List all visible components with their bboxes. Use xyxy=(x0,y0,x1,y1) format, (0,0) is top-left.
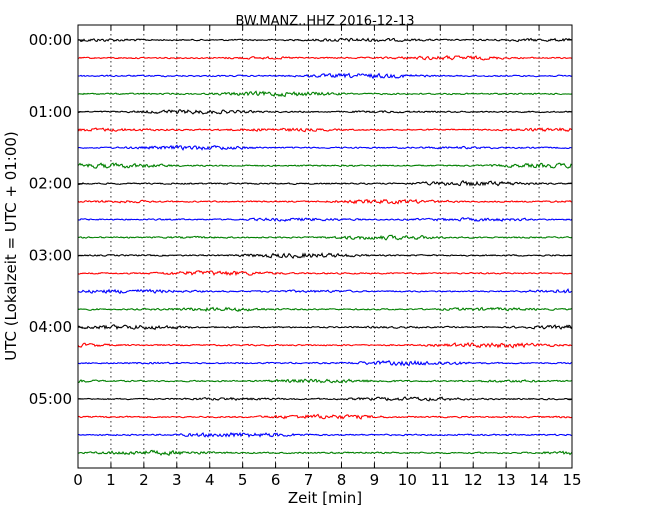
seismogram-trace xyxy=(77,37,573,43)
seismogram-trace xyxy=(77,72,573,80)
seismogram-trace xyxy=(77,252,573,259)
x-tick-label: 6 xyxy=(271,471,281,489)
seismogram-trace xyxy=(77,396,573,402)
y-tick-label: 03:00 xyxy=(29,246,72,264)
seismogram-trace xyxy=(77,108,573,115)
seismogram-trace xyxy=(77,127,573,133)
x-tick-label: 12 xyxy=(464,471,483,489)
chart-title: BW.MANZ..HHZ 2016-12-13 xyxy=(235,14,414,29)
seismogram-trace xyxy=(77,90,573,98)
x-tick-label: 4 xyxy=(205,471,215,489)
seismogram-trace xyxy=(77,378,573,384)
seismogram-trace xyxy=(77,234,573,241)
y-tick-label: 05:00 xyxy=(29,390,72,408)
seismogram-trace xyxy=(77,55,573,61)
grid-layer xyxy=(110,25,540,468)
y-axis-label: UTC (Lokalzeit = UTC + 01:00) xyxy=(2,131,20,361)
seismogram-trace xyxy=(77,216,573,222)
seismogram-trace xyxy=(77,198,573,205)
x-tick-label: 0 xyxy=(73,471,83,489)
seismogram-trace xyxy=(77,413,573,420)
seismogram-trace xyxy=(77,359,573,367)
seismogram-trace xyxy=(77,324,573,331)
x-tick-label: 11 xyxy=(431,471,450,489)
x-tick-label: 15 xyxy=(562,471,581,489)
x-axis-label: Zeit [min] xyxy=(288,489,362,507)
seismogram-trace xyxy=(77,144,573,151)
seismogram-trace xyxy=(77,342,573,349)
y-axis: 00:00 01:00 02:00 03:00 04:00 05:00 xyxy=(29,31,572,408)
x-tick-label: 10 xyxy=(398,471,417,489)
seismogram-trace xyxy=(77,432,573,438)
x-tick-label: 9 xyxy=(370,471,380,489)
seismogram-trace xyxy=(77,306,573,312)
x-tick-label: 13 xyxy=(497,471,516,489)
seismogram-trace xyxy=(77,180,573,187)
x-tick-label: 8 xyxy=(337,471,347,489)
seismogram-trace xyxy=(77,270,573,277)
x-tick-label: 1 xyxy=(106,471,116,489)
plot-frame xyxy=(77,24,573,469)
seismogram-trace xyxy=(77,449,573,456)
y-tick-label: 01:00 xyxy=(29,103,72,121)
x-tick-label: 14 xyxy=(530,471,549,489)
x-axis: 0 1 2 3 4 5 6 7 8 9 10 11 12 13 14 15 xyxy=(73,25,582,489)
seismogram-trace xyxy=(77,288,573,295)
traces-layer xyxy=(77,37,573,456)
y-tick-label: 04:00 xyxy=(29,318,72,336)
x-tick-label: 5 xyxy=(238,471,248,489)
x-tick-label: 2 xyxy=(139,471,149,489)
x-tick-label: 3 xyxy=(172,471,182,489)
seismogram-trace xyxy=(77,162,573,169)
y-tick-label: 02:00 xyxy=(29,175,72,193)
x-tick-label: 7 xyxy=(304,471,314,489)
y-tick-label: 00:00 xyxy=(29,31,72,49)
